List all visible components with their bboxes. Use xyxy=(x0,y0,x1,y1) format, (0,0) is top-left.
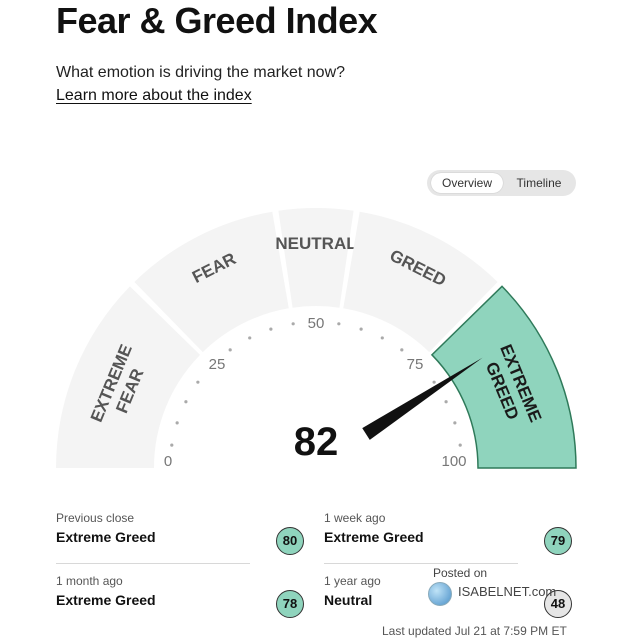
gauge-tick-label: 0 xyxy=(164,453,172,470)
history-value-badge: 78 xyxy=(276,590,304,618)
page-title: Fear & Greed Index xyxy=(56,0,378,41)
gauge-segment-extreme-greed xyxy=(430,285,577,469)
watermark-brand: ISABELNET.com xyxy=(458,584,557,599)
gauge-tick-label: 25 xyxy=(209,356,226,373)
gauge-tick-dot xyxy=(196,380,200,384)
history-rating: Extreme Greed xyxy=(324,529,424,545)
gauge-segment-neutral xyxy=(278,208,354,308)
tab-overview[interactable]: Overview xyxy=(431,173,503,193)
history-rating: Extreme Greed xyxy=(56,592,156,608)
gauge-segment-extreme-fear xyxy=(56,286,201,468)
globe-icon xyxy=(428,582,452,606)
learn-more-link[interactable]: Learn more about the index xyxy=(56,87,252,104)
watermark: Posted on ISABELNET.com xyxy=(428,566,568,610)
divider xyxy=(324,563,518,564)
last-updated: Last updated Jul 21 at 7:59 PM ET xyxy=(382,624,567,638)
gauge-tick-dot xyxy=(359,327,363,331)
gauge-tick-dot xyxy=(380,336,384,340)
gauge-hub-backdrop xyxy=(264,416,368,500)
history-label: 1 month ago xyxy=(56,574,123,588)
fear-greed-gauge: EXTREMEFEARFEARNEUTRALGREEDEXTREMEGREED … xyxy=(56,208,577,500)
history-1-week-ago: 1 week ago Extreme Greed 79 xyxy=(324,511,584,561)
gauge-value: 82 xyxy=(294,420,339,464)
gauge-tick-dot xyxy=(453,421,457,425)
history-previous-close: Previous close Extreme Greed 80 xyxy=(56,511,316,561)
divider xyxy=(56,563,250,564)
history-1-month-ago: 1 month ago Extreme Greed 78 xyxy=(56,574,316,624)
history-label: 1 year ago xyxy=(324,574,381,588)
gauge-segment-fear xyxy=(134,211,289,353)
tab-timeline[interactable]: Timeline xyxy=(516,176,562,190)
gauge-tick-dot xyxy=(337,322,341,326)
gauge-tick-dot xyxy=(184,400,188,404)
gauge-segment-greed xyxy=(343,211,498,353)
history-rating: Extreme Greed xyxy=(56,529,156,545)
page-subtitle: What emotion is driving the market now? xyxy=(56,64,346,81)
gauge-tick-dot xyxy=(444,400,448,404)
history-rating: Neutral xyxy=(324,592,373,608)
gauge-tick-label: 50 xyxy=(308,315,325,332)
history-label: Previous close xyxy=(56,511,135,525)
history-1-year-ago: 1 year ago Neutral 48 xyxy=(324,574,584,624)
gauge-tick-dot xyxy=(269,327,273,331)
history-value-badge: 80 xyxy=(276,527,304,555)
gauge-label: NEUTRAL xyxy=(275,234,356,253)
gauge-tick-dot xyxy=(458,443,462,447)
history-value-badge: 79 xyxy=(544,527,572,555)
gauge-tick-label: 75 xyxy=(407,356,424,373)
history-value-badge: 48 xyxy=(544,590,572,618)
gauge-tick-dot xyxy=(400,348,404,352)
view-toggle: Overview Timeline xyxy=(427,170,576,196)
gauge-tick-dot xyxy=(291,322,295,326)
gauge-tick-dot xyxy=(228,348,232,352)
gauge-tick-dot xyxy=(175,421,179,425)
gauge-needle xyxy=(362,357,483,440)
history-label: 1 week ago xyxy=(324,511,386,525)
gauge-tick-label: 100 xyxy=(441,453,466,470)
gauge-tick-dot xyxy=(248,336,252,340)
watermark-posted: Posted on xyxy=(433,566,488,580)
gauge-tick-dot xyxy=(432,380,436,384)
gauge-tick-dot xyxy=(170,443,174,447)
